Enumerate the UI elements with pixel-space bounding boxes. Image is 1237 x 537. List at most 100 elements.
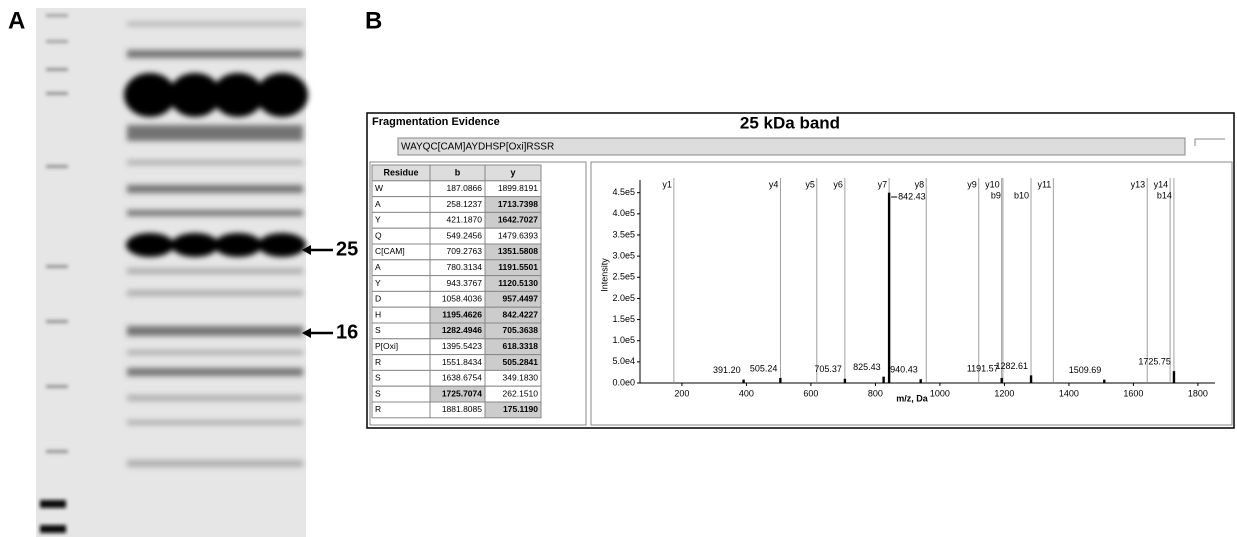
ion-label: b14 [1157,190,1172,200]
peak [1103,380,1105,383]
peak [779,378,781,383]
x-tick-label: 1800 [1188,388,1208,398]
table-text: 780.3134 [447,262,483,272]
peak [742,380,744,383]
panel-label: B [365,7,382,34]
table-text: 175.1190 [503,404,538,414]
table-cell [372,386,430,402]
table-cell [372,212,430,228]
x-tick-label: 1000 [930,388,950,398]
table-text: 1899.8191 [498,183,538,193]
ion-label: y4 [769,179,779,189]
y-tick-label: 2.0e5 [612,293,635,303]
table-text: 1551.8434 [442,357,482,367]
y-tick-label: 4.0e5 [612,208,635,218]
y-tick-label: 5.0e4 [612,356,635,366]
x-tick-label: 800 [868,388,883,398]
x-axis-label: m/z, Da [896,393,929,403]
panel-label: A [8,7,25,34]
figure: A 25 16 B Fragmentation Evidence 25 kDa … [0,0,1237,537]
peak-label: 705.37 [814,364,842,374]
table-text: 421.1870 [447,215,483,225]
y-tick-label: 2.5e5 [612,272,635,282]
ion-label: y8 [915,179,925,189]
table-text: Y [375,215,381,225]
table-text: A [375,199,381,209]
table-text: 705.3638 [503,325,539,335]
spectrum-pane [591,162,1232,425]
sequence: WAYQC[CAM]AYDHSP[Oxi]RSSR [401,142,554,153]
peak-label: 1191.57 [967,363,999,373]
table-text: D [375,294,381,304]
table-text: S [375,388,381,398]
peak-label: 505.24 [750,363,778,373]
table-text: 1642.7027 [498,215,538,225]
gel [36,8,333,537]
ion-label: y10 [985,179,1000,189]
table-cell [372,197,430,213]
peak-label: 842.43 [898,191,926,201]
peak [1030,375,1032,383]
table-text: 1351.5808 [498,246,538,256]
y-tick-label: 0.0e0 [612,377,635,387]
table-text: P[Oxi] [375,341,398,351]
peak-label: 825.43 [853,362,881,372]
peak-label: 391.20 [713,365,741,375]
table-text: 842.4227 [503,309,539,319]
x-tick-label: 600 [803,388,818,398]
ion-label: y1 [662,179,672,189]
table-text: R [375,404,381,414]
table-text: R [375,357,381,367]
peak [844,379,846,383]
band-title: 25 kDa band [740,113,840,132]
table-cell [372,370,430,386]
peak [1173,371,1175,383]
ion-label: y13 [1131,179,1146,189]
peak [920,379,922,383]
peak-label: 1282.61 [996,361,1029,371]
peak [882,377,884,383]
y-tick-label: 3.5e5 [612,229,635,239]
table-text: 1713.7398 [498,199,538,209]
table-text: Q [375,230,382,240]
table-text: 1282.4946 [442,325,482,335]
table-text: 349.1830 [503,373,539,383]
peak-label: 940.43 [890,365,918,375]
table-text: S [375,325,381,335]
header-text: y [510,167,515,177]
ion-label: y9 [967,179,977,189]
table-text: 618.3318 [503,341,539,351]
table-text: 943.3767 [447,278,483,288]
band-marker: 16 [336,321,358,343]
x-tick-label: 1200 [994,388,1014,398]
table-cell [372,323,430,339]
window-title: Fragmentation Evidence [372,116,500,128]
table-text: H [375,309,381,319]
header-text: b [455,167,461,177]
table-text: 1195.4626 [442,309,482,319]
table-text: 709.2763 [447,246,483,256]
table-text: 1479.6393 [498,230,538,240]
ion-label: y7 [878,179,888,189]
table-text: 1191.5501 [498,262,538,272]
ion-label: b9 [991,190,1001,200]
table-text: S [375,373,381,383]
table-text: 1638.6754 [442,373,482,383]
table-text: 957.4497 [503,294,539,304]
ion-label: y6 [833,179,843,189]
table-text: 1725.7074 [442,388,482,398]
y-tick-label: 1.0e5 [612,335,635,345]
table-text: 1395.5423 [442,341,482,351]
table-text: 1881.8085 [442,404,482,414]
table-cell [372,260,430,276]
header-text: Residue [383,167,418,177]
table-text: 1120.5130 [498,278,538,288]
x-tick-label: 200 [674,388,689,398]
x-tick-label: 400 [739,388,754,398]
table-text: 1058.4036 [442,294,482,304]
table-cell [372,276,430,292]
peak-label: 1725.75 [1138,357,1171,367]
y-tick-label: 4.5e5 [612,187,635,197]
table-text: 258.1237 [447,199,483,209]
table-text: 549.2456 [447,230,483,240]
